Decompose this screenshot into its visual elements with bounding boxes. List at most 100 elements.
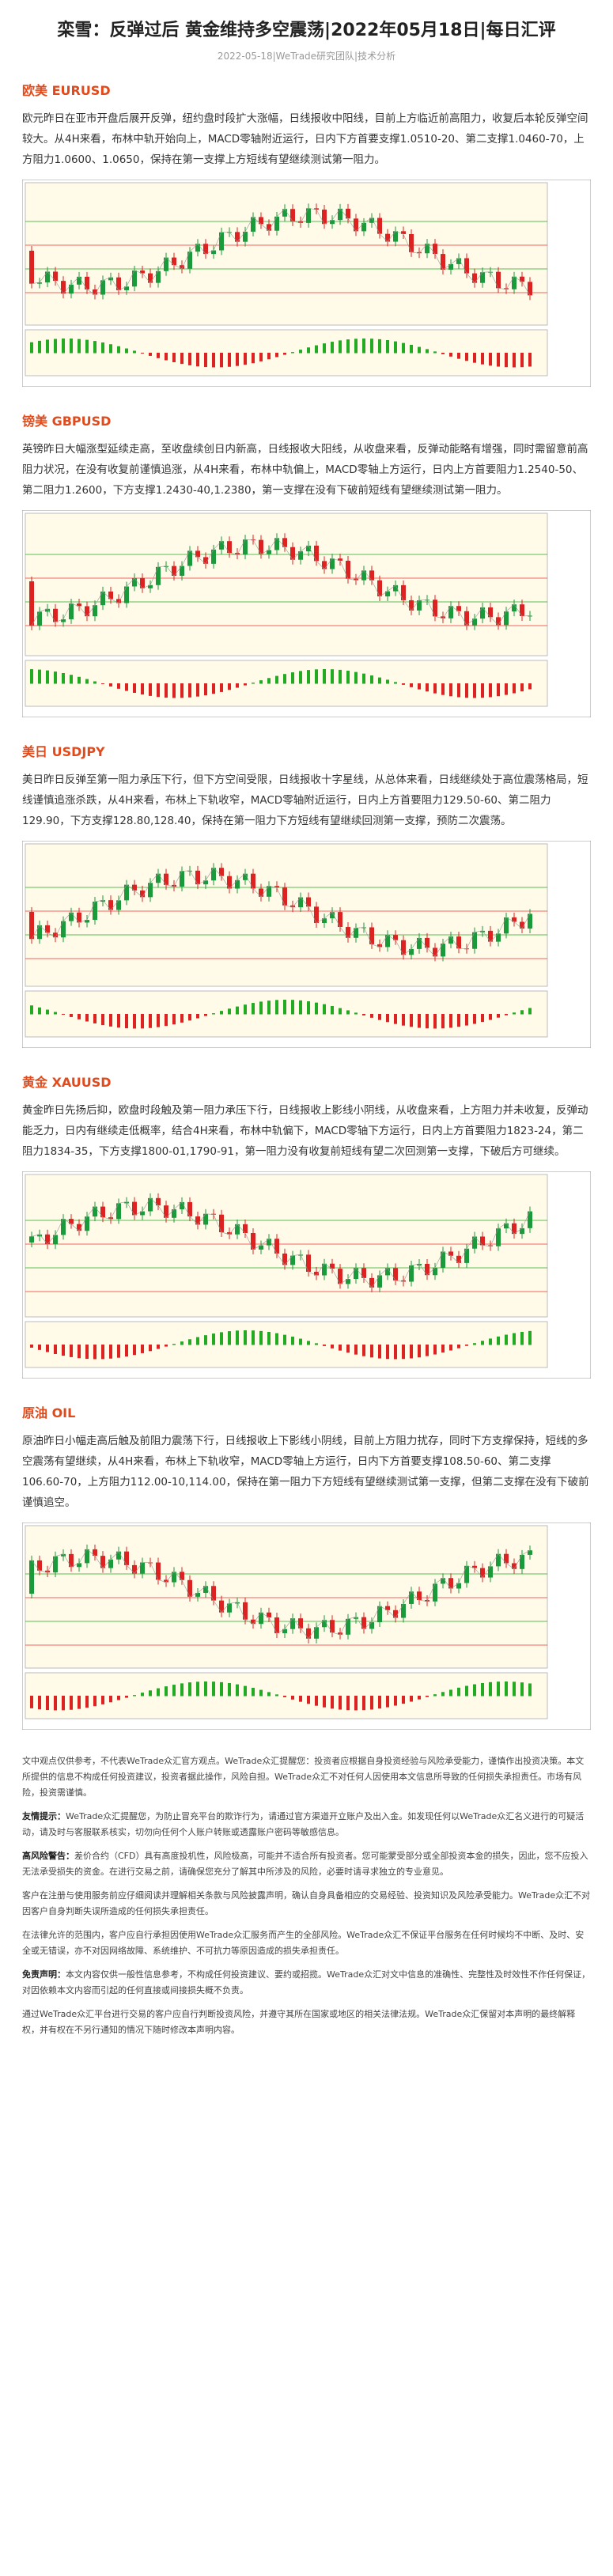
chart-shape (520, 1227, 524, 1235)
chart-shape (195, 1216, 200, 1225)
chart-shape (228, 1683, 231, 1697)
chart-shape (164, 873, 168, 885)
chart-shape (394, 1014, 397, 1024)
chart-shape (464, 1565, 469, 1583)
chart-shape (203, 557, 208, 564)
section-heading: 镑美 GBPUSD (22, 414, 112, 429)
chart-shape (418, 1014, 421, 1028)
chart-shape (402, 1696, 405, 1704)
chart-shape (473, 1343, 476, 1345)
chart-shape (37, 282, 42, 284)
chart-shape (315, 1002, 318, 1015)
chart-shape (481, 1341, 484, 1345)
chart-shape (393, 584, 398, 592)
chart-shape (69, 1553, 74, 1568)
chart-shape (180, 353, 184, 365)
section-body: 黄金昨日先扬后抑，欧盘时段触及第一阻力承压下行，日线报收上影线小阴线，从收盘来看… (22, 1104, 588, 1158)
chart-shape (227, 1231, 232, 1235)
chart-shape (227, 1603, 232, 1613)
chart-shape (236, 353, 239, 366)
chart-shape (457, 1345, 460, 1349)
chart-shape (116, 1203, 121, 1220)
chart-shape (339, 1696, 342, 1710)
chart-shape (331, 342, 334, 354)
chart-shape (456, 936, 461, 949)
chart-shape (465, 683, 468, 698)
chart-shape (25, 513, 548, 656)
chart-shape (141, 353, 144, 354)
chart-shape (133, 1695, 136, 1697)
chart-shape (156, 270, 161, 283)
chart-shape (410, 344, 413, 354)
chart-shape (323, 1345, 326, 1346)
chart-shape (140, 1562, 145, 1574)
chart-shape (235, 553, 240, 555)
chart-shape (148, 584, 153, 588)
chart-shape (227, 541, 232, 554)
chart-shape (385, 935, 390, 948)
chart-shape (251, 1233, 255, 1250)
chart-shape (125, 1345, 128, 1357)
chart-shape (244, 683, 247, 686)
chart-shape (46, 339, 49, 354)
chart-shape (441, 1578, 445, 1584)
chart-shape (259, 888, 263, 897)
chart-shape (512, 604, 517, 612)
chart-shape (228, 1331, 231, 1345)
chart-shape (53, 608, 58, 622)
chart-shape (456, 1583, 461, 1589)
chart-shape (259, 1245, 263, 1250)
chart-shape (274, 538, 279, 550)
chart-shape (441, 683, 445, 695)
chart-line (31, 1549, 531, 1640)
chart-shape (449, 1014, 452, 1028)
chart-shape (85, 276, 89, 289)
chart-shape (78, 676, 81, 684)
chart-shape (85, 606, 89, 617)
chart-shape (299, 1696, 302, 1702)
chart-shape (528, 1008, 532, 1015)
chart-shape (85, 339, 89, 354)
chart-shape (140, 578, 145, 588)
chart-shape (338, 912, 342, 928)
chart-shape (433, 948, 437, 957)
chart-shape (448, 1251, 453, 1256)
chart-shape (188, 1682, 191, 1697)
chart-shape (38, 1696, 41, 1710)
chart-shape (520, 1554, 524, 1569)
chart-shape (172, 566, 176, 577)
chart-shape (354, 339, 358, 354)
chart-shape (346, 927, 350, 938)
chart-shape (204, 1681, 207, 1697)
chart-shape (465, 353, 468, 361)
chart-shape (520, 604, 524, 617)
chart-shape (156, 566, 161, 585)
chart-shape (457, 353, 460, 359)
chart-shape (338, 1269, 342, 1284)
chart-shape (346, 560, 350, 579)
chart-shape (354, 1696, 358, 1711)
chart-shape (53, 932, 58, 938)
chart-shape (457, 1687, 460, 1697)
chart-shape (338, 1632, 342, 1635)
section-body: 欧元昨日在亚市开盘后展开反弹，纽约盘时段扩大涨幅，日线报收中阳线，目前上方临近前… (22, 112, 588, 166)
chart-shape (441, 1251, 445, 1268)
chart-shape (108, 591, 113, 600)
chart-shape (282, 1253, 287, 1265)
chart-shape (433, 1014, 437, 1029)
chart-shape (393, 935, 398, 940)
chart-shape (299, 1000, 302, 1015)
chart-shape (180, 1683, 184, 1697)
chart-shape (251, 217, 255, 232)
chart-shape (62, 1345, 65, 1356)
chart-shape (472, 618, 477, 626)
chart-shape (497, 683, 500, 697)
chart-shape (496, 1553, 501, 1567)
sections: 欧美 EURUSD 欧元昨日在亚市开盘后展开反弹，纽约盘时段扩大涨幅，日线报收中阳… (22, 80, 591, 1730)
chart-shape (70, 675, 73, 684)
chart-shape (188, 1339, 191, 1345)
chart-shape (45, 608, 50, 612)
chart-shape (85, 1345, 89, 1360)
chart-shape (472, 1236, 477, 1249)
chart-shape (274, 216, 279, 231)
